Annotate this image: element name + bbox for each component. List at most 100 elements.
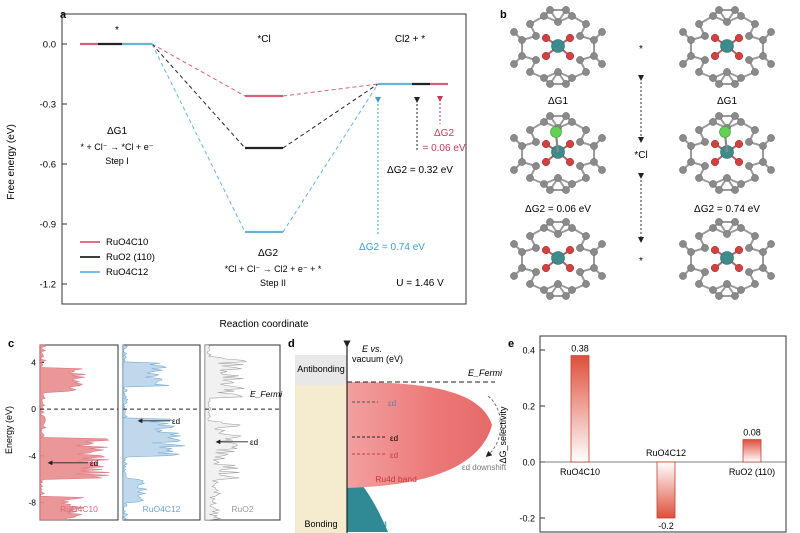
carbon-atom xyxy=(510,272,518,280)
carbon-atom xyxy=(687,248,695,256)
bar-value-label-1: -0.2 xyxy=(658,521,674,531)
oxygen-atom xyxy=(541,139,551,149)
oxygen-atom xyxy=(541,33,551,43)
y-tick-label-a-0: 0.0 xyxy=(43,40,56,51)
panel-e: e ΔG_selectivity 0.4 0.2 0.0 -0.2 0.38 RuO4C1… xyxy=(498,335,787,533)
carbon-atom xyxy=(751,126,759,134)
carbon-atom xyxy=(695,280,703,288)
molecule-structures xyxy=(510,6,775,300)
ed-label-3: εd xyxy=(390,451,398,460)
carbon-atom xyxy=(526,280,534,288)
step1-label: Step I xyxy=(105,156,129,166)
carbon-atom xyxy=(731,6,739,14)
connector-1-ruo4c10 xyxy=(151,43,246,97)
carbon-atom xyxy=(510,166,518,174)
carbon-atom xyxy=(709,118,717,126)
carbon-atom xyxy=(518,248,526,256)
carbon-atom xyxy=(582,68,590,76)
epsilon-label-0: εd xyxy=(90,459,98,468)
oxygen-atom xyxy=(710,263,720,273)
carbon-atom xyxy=(745,162,753,170)
oxygen-atom xyxy=(710,33,720,43)
carbon-atom xyxy=(590,158,598,166)
pdos-curve-0 xyxy=(39,344,110,521)
oxygen-atom xyxy=(541,157,551,167)
dg2-left-label: ΔG2 = 0.06 eV xyxy=(525,204,591,215)
oxygen-atom xyxy=(565,157,575,167)
carbon-atom xyxy=(576,32,584,40)
carbon-atom xyxy=(737,286,745,294)
carbon-atom xyxy=(701,162,709,170)
ruthenium-atom xyxy=(551,251,565,265)
annotation-blue: ΔG2 = 0.74 eV xyxy=(359,242,425,253)
y-tick-label-a-3: -0.9 xyxy=(40,220,56,231)
oxygen-atom xyxy=(565,245,575,255)
carbon-atom xyxy=(598,240,606,248)
carbon-atom xyxy=(540,74,548,82)
carbon-atom xyxy=(745,32,753,40)
carbon-atom xyxy=(767,60,775,68)
carbon-atom xyxy=(715,186,723,194)
carbon-atom xyxy=(767,28,775,36)
oxygen-atom xyxy=(734,51,744,61)
oxygen-atom xyxy=(710,51,720,61)
carbon-atom xyxy=(679,166,687,174)
carbon-atom xyxy=(554,68,562,76)
ed-label-1: εd xyxy=(388,399,396,408)
carbon-atom xyxy=(745,56,753,64)
carbon-atom xyxy=(568,12,576,20)
energy-levels xyxy=(80,42,448,234)
carbon-atom xyxy=(709,74,717,82)
carbon-atom xyxy=(695,126,703,134)
molecule-left-mid xyxy=(510,112,606,194)
connector-1-ruo2 xyxy=(151,43,246,149)
carbon-atom xyxy=(751,232,759,240)
downshift-arrow xyxy=(485,395,502,457)
oxygen-atom xyxy=(565,33,575,43)
molecule-right-bottom xyxy=(679,218,775,300)
carbon-atom xyxy=(546,6,554,14)
carbon-atom xyxy=(759,158,767,166)
connector-1-ruo4c12 xyxy=(151,43,246,233)
y-tick-label-a-1: -0.3 xyxy=(40,100,56,111)
oxygen-atom xyxy=(541,51,551,61)
panel-b: b ΔG1 ΔG1 ΔG2 = 0.06 eV ΔG2 = 0.74 eV * … xyxy=(500,6,775,300)
carbon-atom xyxy=(540,180,548,188)
center-label-mid: *Cl xyxy=(634,150,647,161)
panel-d-label: d xyxy=(288,338,295,350)
carbon-atom xyxy=(731,186,739,194)
carbon-atom xyxy=(737,74,745,82)
category-label-0: RuO4C10 xyxy=(560,467,600,477)
molecule-left-bottom xyxy=(510,218,606,300)
carbon-atom xyxy=(695,232,703,240)
y-tick-label-e-2: 0.0 xyxy=(522,458,535,468)
carbon-atom xyxy=(709,224,717,232)
carbon-atom xyxy=(546,112,554,120)
carbon-atom xyxy=(576,244,584,252)
carbon-atom xyxy=(510,60,518,68)
oxygen-atom xyxy=(710,245,720,255)
axis-label-d-1: E vs. xyxy=(362,344,382,354)
dg1-label: ΔG1 xyxy=(107,126,127,137)
dg1-right-label: ΔG1 xyxy=(717,96,737,107)
oxygen-atom xyxy=(710,157,720,167)
carbon-atom xyxy=(695,68,703,76)
carbon-atom xyxy=(737,224,745,232)
bonding-box xyxy=(295,385,347,533)
carbon-atom xyxy=(510,240,518,248)
legend-label-ruo4c12: RuO4C12 xyxy=(106,267,148,278)
carbon-atom xyxy=(518,36,526,44)
carbon-atom xyxy=(679,134,687,142)
pdos-label-1: RuO4C12 xyxy=(143,504,181,514)
carbon-atom xyxy=(759,142,767,150)
selectivity-bar-chart: 0.4 0.2 0.0 -0.2 0.38 RuO4C10 -0.2 RuO4C12 0.08 R… xyxy=(519,344,786,531)
panel-c: c Energy (eV) 4 0 -4 -8 RuO4C10 RuO4C12 RuO2 E_… xyxy=(4,338,283,521)
carbon-atom xyxy=(546,186,554,194)
carbon-atom xyxy=(767,166,775,174)
step2-equation: *Cl + Cl⁻ → Cl2 + e⁻ + * xyxy=(225,264,322,274)
y-tick-label-a-4: -1.2 xyxy=(40,280,56,291)
carbon-atom xyxy=(546,80,554,88)
connector-2-ruo2 xyxy=(282,83,379,149)
dg1-left-label: ΔG1 xyxy=(548,96,568,107)
y-tick-label-c-2: -4 xyxy=(28,451,36,461)
